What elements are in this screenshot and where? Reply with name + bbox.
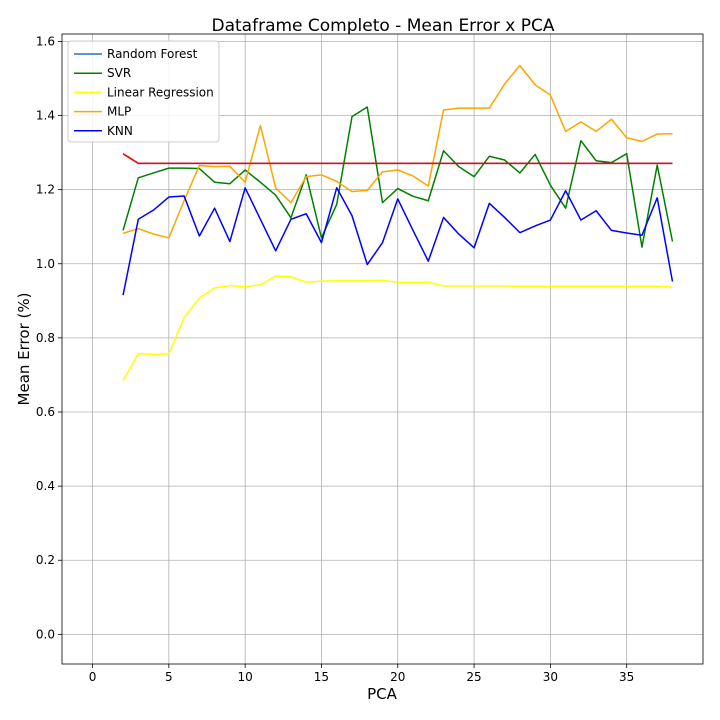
grid	[62, 34, 703, 664]
legend-box	[67, 40, 220, 143]
y-axis-label: Mean Error (%)	[15, 293, 33, 406]
series-line-knn	[122, 187, 674, 296]
legend-entry-label: SVR	[107, 66, 131, 80]
y-tick-label: 1.4	[36, 109, 55, 123]
legend: Random Forest SVR Linear Regression MLP KNN	[67, 40, 220, 143]
x-tick-label: 20	[390, 670, 405, 684]
y-tick-label: 1.6	[36, 34, 55, 48]
y-tick-label: 0.8	[36, 331, 55, 345]
series-line-mlp	[122, 64, 673, 239]
x-axis-label: PCA	[367, 685, 398, 703]
extra-series-line	[122, 153, 673, 165]
series-line-linear-regression	[122, 275, 673, 381]
x-tick-label: 15	[314, 670, 329, 684]
y-tick-label: 1.0	[36, 257, 55, 271]
y-tick-label: 0.2	[36, 553, 55, 567]
plot-frame	[61, 33, 704, 665]
axis-ticks: 0 5 10 15 20 25 30 35 0.0 0.2 0.4 0.6 0.8 1.0 1.2 1.4 1.…	[36, 34, 634, 684]
x-tick-label: 0	[89, 670, 97, 684]
chart-title: Dataframe Completo - Mean Error x PCA	[212, 16, 555, 36]
y-tick-label: 0.4	[36, 479, 55, 493]
legend-entry-label: MLP	[107, 105, 131, 119]
legend-entry-label: KNN	[107, 124, 133, 138]
x-tick-label: 35	[619, 670, 634, 684]
x-tick-label: 5	[165, 670, 173, 684]
series-line-svr	[122, 106, 674, 248]
y-tick-label: 0.0	[36, 627, 55, 641]
y-tick-label: 1.2	[36, 183, 55, 197]
x-tick-label: 25	[466, 670, 481, 684]
legend-entry-label: Linear Regression	[107, 85, 214, 99]
legend-entry-label: Random Forest	[107, 47, 198, 61]
y-tick-label: 0.6	[36, 405, 55, 419]
x-tick-label: 30	[543, 670, 558, 684]
x-tick-label: 10	[238, 670, 253, 684]
series-lines	[122, 64, 674, 381]
